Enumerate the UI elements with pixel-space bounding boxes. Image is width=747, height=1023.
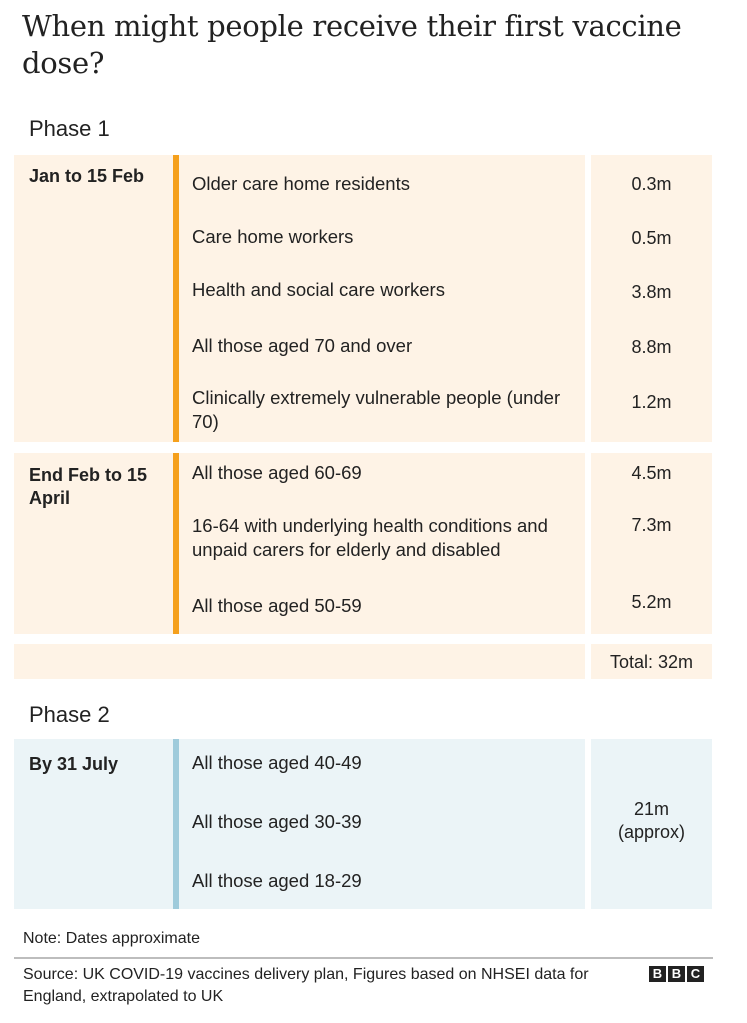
group-label: All those aged 60-69 [192,462,362,483]
value: 21m [633,799,669,819]
phase-2-block: By 31 July All those aged 40-49 All thos… [14,739,585,909]
total-value: Total: 32m [609,652,694,672]
group-label: All those aged 18-29 [192,870,362,891]
logo-letter: B [668,966,685,982]
bbc-logo: B B C [649,966,704,982]
group-label: Health and social care workers [192,279,445,300]
group-label: Clinically extremely vulnerable people (… [192,387,561,432]
phase-2-values: 21m (approx) [591,739,712,909]
phase-1-label: Phase 1 [29,116,110,141]
phase-1-block-2: End Feb to 15 April All those aged 60-69… [14,453,585,634]
period-label: Jan to 15 Feb [29,166,145,186]
period-label: End Feb to 15 April [29,465,148,508]
note: Note: Dates approximate [23,930,200,947]
logo-letter: C [687,966,704,982]
group-label: Older care home residents [192,173,410,194]
phase-1-block-1: Jan to 15 Feb Older care home residents … [14,155,585,442]
accent-bar [173,453,179,634]
phase-1-block-1-values: 0.3m 0.5m 3.8m 8.8m 1.2m [591,155,712,442]
group-label: 16-64 with underlying health conditions … [192,515,548,560]
group-label: All those aged 40-49 [192,752,362,773]
source: Source: UK COVID-19 vaccines delivery pl… [23,966,589,1005]
group-label: Care home workers [192,226,354,247]
group-label: All those aged 30-39 [192,811,362,832]
phase-2-label: Phase 2 [29,702,110,727]
value: 1.2m [631,392,672,412]
value: 4.5m [631,463,672,483]
group-label: All those aged 70 and over [192,335,413,356]
divider [14,957,713,959]
value: 0.5m [631,228,672,248]
value: 8.8m [631,337,672,357]
total-cell: Total: 32m [591,644,712,679]
chart-title: When might people receive their first va… [22,9,682,80]
phase-1-block-2-values: 4.5m 7.3m 5.2m [591,453,712,634]
value: 7.3m [631,515,672,535]
value-note: (approx) [617,822,686,842]
group-label: All those aged 50-59 [192,595,362,616]
total-row [14,644,585,679]
period-label: By 31 July [29,754,119,774]
value: 3.8m [631,282,672,302]
value: 5.2m [631,592,672,612]
accent-bar [173,739,179,909]
logo-letter: B [649,966,666,982]
value: 0.3m [631,174,672,194]
accent-bar [173,155,179,442]
